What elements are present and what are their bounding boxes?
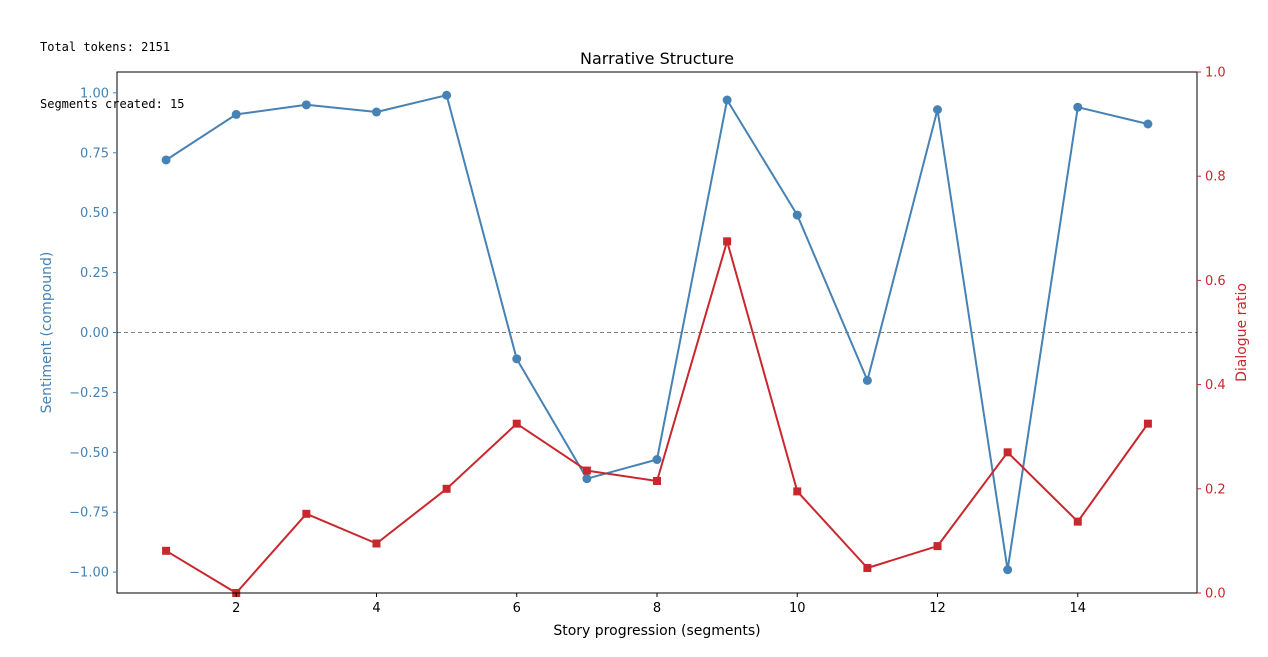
x-tick-label: 6: [513, 601, 521, 616]
x-tick-label: 12: [929, 601, 946, 616]
dialogue-point: [162, 546, 171, 555]
sentiment-point: [371, 107, 381, 117]
right-y-tick-label: 0.0: [1205, 587, 1226, 602]
right-y-tick-label: 0.4: [1205, 378, 1226, 393]
sentiment-point: [161, 155, 171, 165]
x-tick-label: 8: [653, 601, 661, 616]
dialogue-point: [442, 484, 451, 493]
sentiment-point: [722, 95, 732, 105]
dialogue-point: [1003, 448, 1012, 457]
sentiment-point: [792, 210, 802, 220]
dialogue-point: [302, 509, 311, 518]
sentiment-point: [652, 455, 662, 465]
left-y-tick-label: −0.50: [69, 446, 109, 461]
dialogue-point: [1143, 419, 1152, 428]
x-tick-label: 14: [1070, 601, 1087, 616]
left-y-tick-label: 0.50: [80, 206, 109, 221]
right-y-tick-label: 1.0: [1205, 66, 1226, 81]
sentiment-point: [1143, 119, 1153, 129]
left-y-axis-label: Sentiment (compound): [39, 252, 55, 414]
console-output: Total tokens: 2151 Segments created: 15: [40, 0, 185, 133]
sentiment-point: [933, 105, 943, 115]
x-tick-label: 10: [789, 601, 806, 616]
right-y-tick-label: 0.6: [1205, 274, 1226, 289]
x-axis-label: Story progression (segments): [553, 623, 760, 639]
sentiment-point: [862, 375, 872, 385]
right-y-tick-label: 0.8: [1205, 170, 1226, 185]
dialogue-point: [723, 237, 732, 246]
sentiment-point: [582, 474, 592, 484]
sentiment-point: [231, 109, 241, 119]
left-y-tick-label: −0.25: [69, 386, 109, 401]
left-y-tick-label: 0.00: [80, 326, 109, 341]
right-y-axis-label: Dialogue ratio: [1234, 283, 1250, 382]
dialogue-point: [1073, 517, 1082, 526]
dialogue-point: [653, 476, 661, 485]
sentiment-point: [512, 354, 522, 364]
left-y-tick-label: 0.75: [80, 146, 109, 161]
left-y-tick-label: −0.75: [69, 506, 109, 521]
right-y-tick-label: 0.2: [1205, 482, 1226, 497]
left-y-tick-label: 1.00: [80, 86, 109, 101]
dialogue-point: [372, 539, 381, 548]
chart-title: Narrative Structure: [580, 49, 734, 68]
left-y-tick-label: −1.00: [69, 566, 109, 581]
x-tick-label: 2: [232, 601, 240, 616]
dialogue-point: [793, 487, 802, 496]
dialogue-point: [933, 542, 942, 551]
x-tick-label: 4: [372, 601, 380, 616]
dialogue-point: [863, 563, 872, 572]
left-y-tick-label: 0.25: [80, 266, 109, 281]
sentiment-point: [1073, 102, 1083, 112]
dialogue-series-line: [165, 240, 1149, 594]
console-line-total-tokens: Total tokens: 2151: [40, 40, 171, 54]
console-line-segments-created: Segments created: 15: [40, 97, 185, 111]
sentiment-point: [442, 90, 452, 100]
sentiment-point: [301, 100, 311, 110]
dialogue-point: [512, 419, 521, 428]
sentiment-point: [1003, 565, 1013, 575]
dialogue-point: [582, 466, 591, 475]
